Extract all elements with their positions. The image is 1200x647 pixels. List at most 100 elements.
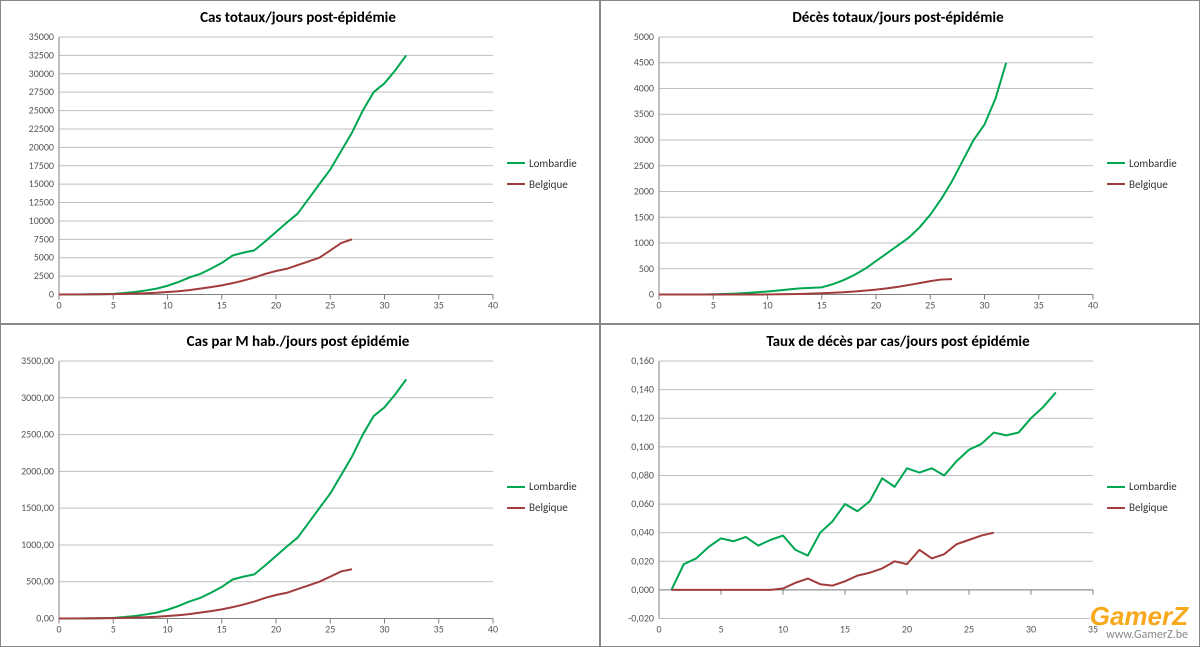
- svg-text:35: 35: [1034, 299, 1044, 312]
- svg-text:22500: 22500: [29, 122, 54, 135]
- svg-text:32500: 32500: [29, 48, 54, 61]
- svg-text:10: 10: [162, 622, 172, 635]
- svg-text:40: 40: [1088, 299, 1098, 312]
- chart-body: -0,0200,0000,0200,0400,0600,0800,1000,12…: [607, 355, 1189, 641]
- plot-area: -0,0200,0000,0200,0400,0600,0800,1000,12…: [607, 355, 1099, 641]
- chart-title: Taux de décès par cas/jours post épidémi…: [607, 333, 1189, 351]
- legend-swatch-icon: [1107, 486, 1125, 488]
- plot-area: 0250050007500100001250015000175002000022…: [7, 31, 499, 317]
- svg-text:20: 20: [902, 622, 912, 635]
- svg-text:0: 0: [56, 622, 61, 635]
- svg-text:12500: 12500: [29, 196, 54, 209]
- chart-title: Cas totaux/jours post-épidémie: [7, 9, 589, 27]
- svg-text:2000,00: 2000,00: [21, 464, 54, 477]
- legend-swatch-icon: [1107, 507, 1125, 509]
- svg-text:15: 15: [840, 622, 850, 635]
- legend-item-belgique: Belgique: [507, 178, 589, 191]
- svg-text:0: 0: [649, 288, 654, 301]
- svg-text:10: 10: [162, 299, 172, 312]
- svg-text:5000: 5000: [34, 251, 54, 264]
- legend-label: Belgique: [1129, 501, 1168, 514]
- svg-text:25000: 25000: [29, 104, 54, 117]
- legend-label: Belgique: [529, 178, 568, 191]
- svg-text:2000: 2000: [634, 185, 654, 198]
- svg-text:0,160: 0,160: [631, 355, 654, 367]
- series-line: [659, 63, 1006, 295]
- series-line: [59, 55, 406, 294]
- chart-panel-bottom-right: Taux de décès par cas/jours post épidémi…: [600, 324, 1200, 647]
- svg-text:0: 0: [656, 299, 661, 312]
- series-line: [59, 569, 352, 618]
- legend-label: Lombardie: [1129, 480, 1177, 493]
- svg-text:5: 5: [111, 622, 116, 635]
- svg-text:15: 15: [217, 622, 227, 635]
- legend-item-lombardie: Lombardie: [507, 157, 589, 170]
- svg-text:1000: 1000: [634, 236, 654, 249]
- legend-swatch-icon: [507, 162, 525, 164]
- svg-text:20: 20: [871, 299, 881, 312]
- legend-swatch-icon: [1107, 162, 1125, 164]
- legend-item-lombardie: Lombardie: [507, 480, 589, 493]
- svg-text:35: 35: [434, 622, 444, 635]
- svg-text:5: 5: [111, 299, 116, 312]
- legend: Lombardie Belgique: [499, 31, 589, 317]
- svg-text:35: 35: [434, 299, 444, 312]
- svg-text:30: 30: [379, 299, 389, 312]
- legend-item-lombardie: Lombardie: [1107, 157, 1189, 170]
- legend-label: Belgique: [1129, 178, 1168, 191]
- svg-text:3500,00: 3500,00: [21, 355, 54, 367]
- svg-text:25: 25: [964, 622, 974, 635]
- chart-body: 0500100015002000250030003500400045005000…: [607, 31, 1189, 317]
- svg-text:0,080: 0,080: [631, 468, 654, 481]
- legend-swatch-icon: [1107, 183, 1125, 185]
- svg-text:0: 0: [656, 622, 661, 635]
- svg-text:15: 15: [817, 299, 827, 312]
- svg-text:500,00: 500,00: [26, 574, 54, 587]
- svg-text:35: 35: [1088, 622, 1098, 635]
- chart-title: Cas par M hab./jours post épidémie: [7, 333, 589, 351]
- legend-item-belgique: Belgique: [1107, 501, 1189, 514]
- svg-text:30000: 30000: [29, 67, 54, 80]
- legend: Lombardie Belgique: [1099, 355, 1189, 641]
- svg-text:3000: 3000: [634, 133, 654, 146]
- legend-label: Lombardie: [529, 480, 577, 493]
- svg-text:30: 30: [1026, 622, 1036, 635]
- svg-text:4500: 4500: [634, 56, 654, 69]
- svg-text:0,020: 0,020: [631, 554, 654, 567]
- chart-panel-top-right: Décès totaux/jours post-épidémie 0500100…: [600, 0, 1200, 324]
- legend-label: Lombardie: [529, 157, 577, 170]
- legend-swatch-icon: [507, 486, 525, 488]
- svg-text:25: 25: [925, 299, 935, 312]
- svg-text:35000: 35000: [29, 31, 54, 43]
- svg-text:-0,020: -0,020: [628, 611, 654, 624]
- svg-text:1500: 1500: [634, 210, 654, 223]
- legend-label: Belgique: [529, 501, 568, 514]
- series-line: [59, 239, 352, 294]
- svg-text:10000: 10000: [29, 214, 54, 227]
- chart-panel-bottom-left: Cas par M hab./jours post épidémie 0,005…: [0, 324, 600, 647]
- svg-text:30: 30: [379, 622, 389, 635]
- svg-text:5: 5: [718, 622, 723, 635]
- legend-item-belgique: Belgique: [1107, 178, 1189, 191]
- svg-text:500: 500: [639, 262, 654, 275]
- legend-label: Lombardie: [1129, 157, 1177, 170]
- svg-text:2500,00: 2500,00: [21, 427, 54, 440]
- legend-item-belgique: Belgique: [507, 501, 589, 514]
- svg-text:0: 0: [56, 299, 61, 312]
- svg-text:0,120: 0,120: [631, 411, 654, 424]
- svg-text:25: 25: [325, 622, 335, 635]
- svg-text:0,040: 0,040: [631, 525, 654, 538]
- svg-text:40: 40: [488, 299, 498, 312]
- svg-text:0,000: 0,000: [631, 582, 654, 595]
- legend: Lombardie Belgique: [499, 355, 589, 641]
- svg-text:3500: 3500: [634, 107, 654, 120]
- svg-text:0,100: 0,100: [631, 439, 654, 452]
- legend-swatch-icon: [507, 183, 525, 185]
- svg-text:10: 10: [762, 299, 772, 312]
- series-line: [659, 279, 952, 294]
- svg-text:40: 40: [488, 622, 498, 635]
- svg-text:5000: 5000: [634, 31, 654, 43]
- svg-text:10: 10: [778, 622, 788, 635]
- chart-grid: Cas totaux/jours post-épidémie 025005000…: [0, 0, 1200, 647]
- plot-area: 0,00500,001000,001500,002000,002500,0030…: [7, 355, 499, 641]
